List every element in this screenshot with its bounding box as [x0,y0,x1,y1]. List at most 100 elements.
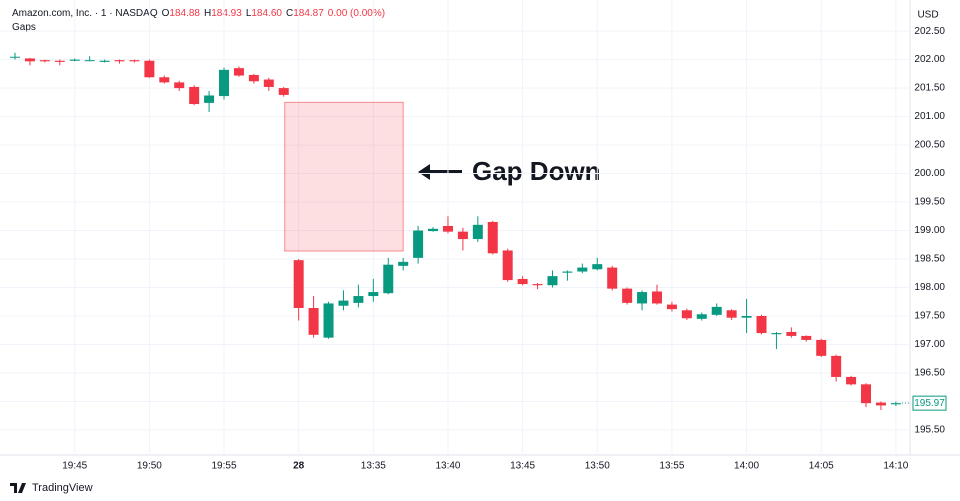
y-tick-label: 197.00 [914,339,945,350]
y-tick-label: 201.00 [914,111,945,122]
candle-body [607,267,618,289]
brand: TradingView [10,482,93,494]
last-price-label: 195.97 [914,398,945,409]
x-tick-label: 19:45 [62,461,87,472]
y-tick-label: 196.50 [914,368,945,379]
ohlc-value: 184.60 [251,8,282,19]
y-tick-label: 201.50 [914,83,945,94]
candle-body [696,314,707,319]
candle-body [69,59,80,61]
candle-body [547,276,558,286]
candle-body [532,284,543,286]
x-tick-label: 13:55 [659,461,684,472]
candle-body [711,306,722,315]
legend: Amazon.com, Inc. · 1 · NASDAQ O184.88 H1… [12,8,385,19]
candle-body [383,264,394,294]
candle-body [890,403,901,405]
x-tick-label: 19:50 [137,461,162,472]
ohlc-value: 184.93 [211,8,242,19]
candle-body [875,402,886,406]
candle-body [457,231,468,240]
candle-body [248,74,259,82]
candle-body [323,303,334,338]
x-tick-label: 19:55 [212,461,237,472]
y-tick-label: 202.00 [914,54,945,65]
candle-body [741,315,752,318]
candle-body [801,335,812,340]
candle-body [637,292,648,304]
candle-body [428,228,439,232]
candle-body [353,296,364,303]
candle-body [622,288,633,303]
ohlc-value: 184.87 [293,8,324,19]
ohlc-label: C [285,8,294,19]
candle-body [666,304,677,310]
x-tick-label: 13:35 [361,461,386,472]
candle-body [159,77,170,83]
gap-zone [284,101,404,252]
candle-body [114,60,125,62]
indicator-label: Gaps [12,22,36,33]
candle-body [577,267,588,272]
candle-body [517,278,528,285]
candle-body [189,86,200,105]
y-tick-label: 198.00 [914,282,945,293]
y-tick-label: 200.50 [914,140,945,151]
candle-body [233,68,244,76]
y-tick-label: 200.00 [914,168,945,179]
x-tick-label: 14:10 [883,461,908,472]
x-tick-label: 13:40 [435,461,460,472]
y-tick-label: 199.00 [914,225,945,236]
x-tick-label: 14:00 [734,461,759,472]
y-tick-label: 195.50 [914,425,945,436]
candle-body [263,79,274,87]
y-tick-label: 202.50 [914,26,945,37]
candle-body [681,310,692,319]
chart: USD Gap Down 202.50 202.00 201.50 201.00 200… [0,0,960,472]
currency: USD [917,10,938,21]
candle-body [308,308,319,335]
ohlc-h: H184.93 [204,8,242,19]
ohlc-label: H [203,8,212,19]
candle-body [204,95,215,103]
candle-body [651,291,662,304]
candle-body [502,250,513,281]
change: 0.00 (0.00%) [327,8,386,19]
candle-body [84,60,95,62]
candle-body [756,315,767,334]
y-tick-label: 199.50 [914,197,945,208]
brand-logo [10,483,26,493]
candle-body [846,376,857,385]
last-price-box [912,395,947,411]
candle-body [10,56,20,58]
x-tick-label: 13:45 [510,461,535,472]
x-tick-label: 28 [293,461,305,472]
ohlc-l: L184.60 [246,8,282,19]
candle-body [219,69,230,97]
y-tick-label: 197.50 [914,311,945,322]
candle-body [24,58,35,62]
candle-body [338,300,349,306]
candle-body [831,355,842,377]
candle-body [562,271,573,273]
candle-body [398,261,409,266]
x-tick-label: 14:05 [809,461,834,472]
candle-body [293,260,304,309]
candle-body [54,60,65,62]
candle-body [174,82,185,89]
candle-body [592,264,603,270]
brand-name: TradingView [32,482,93,494]
y-tick-label: 198.50 [914,254,945,265]
candle-body [861,384,872,404]
annotation: Gap Down [472,156,601,186]
candle-body [487,221,498,254]
candle-body [442,225,453,232]
candle-body [368,292,379,297]
candle-body [39,60,50,62]
ohlc-label: L [245,8,252,19]
candle-body [816,339,827,356]
candle-body [99,60,110,62]
ohlc-value: 184.88 [169,8,200,19]
candle-body [771,333,782,335]
